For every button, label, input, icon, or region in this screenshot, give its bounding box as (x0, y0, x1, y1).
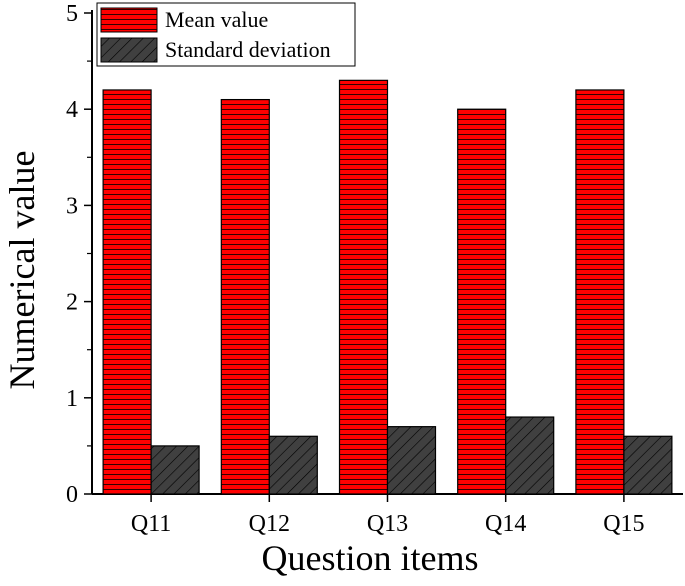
legend: Mean value Standard deviation (96, 2, 356, 67)
bar-standard-deviation (268, 435, 318, 495)
bar-standard-deviation (150, 445, 200, 495)
bar-mean-value (457, 108, 507, 495)
y-tick-label: 2 (66, 290, 78, 316)
bar-mean-value (575, 89, 625, 495)
x-tick-label: Q14 (485, 511, 526, 537)
bars (102, 79, 673, 495)
x-axis-title: Question items (262, 538, 479, 578)
legend-swatch-mean-value (100, 7, 158, 33)
legend-label-standard-deviation: Standard deviation (165, 37, 331, 62)
y-tick-label: 0 (66, 482, 78, 508)
x-tick-label: Q15 (603, 511, 644, 537)
bar-standard-deviation (623, 435, 673, 495)
bar-mean-value (338, 79, 389, 495)
x-tick-label: Q12 (249, 511, 290, 537)
y-tick-label: 3 (66, 193, 78, 219)
legend-label-mean-value: Mean value (165, 7, 268, 32)
tick-labels: 0 1 2 3 4 5 Q11 Q12 Q13 Q14 Q15 (66, 1, 645, 537)
x-tick-label: Q11 (131, 511, 171, 537)
y-axis-title: Numerical value (2, 151, 42, 390)
y-tick-label: 4 (66, 97, 78, 123)
bar-mean-value (220, 98, 270, 495)
bar-mean-value (102, 89, 152, 495)
bar-standard-deviation (505, 416, 555, 495)
y-tick-label: 5 (66, 1, 78, 27)
x-tick-label: Q13 (367, 511, 408, 537)
bar-standard-deviation (386, 426, 437, 495)
y-tick-label: 1 (66, 386, 78, 412)
legend-swatch-standard-deviation (100, 37, 158, 63)
